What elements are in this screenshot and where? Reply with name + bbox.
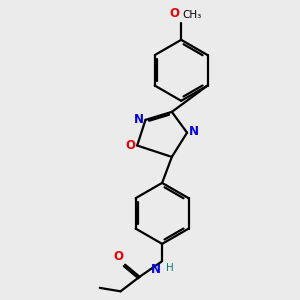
Text: N: N — [134, 113, 143, 126]
Text: N: N — [189, 125, 199, 139]
Text: O: O — [113, 250, 123, 262]
Text: CH₃: CH₃ — [183, 11, 202, 20]
Text: N: N — [150, 262, 161, 276]
Text: O: O — [170, 8, 180, 20]
Text: O: O — [125, 139, 135, 152]
Text: H: H — [166, 262, 173, 273]
